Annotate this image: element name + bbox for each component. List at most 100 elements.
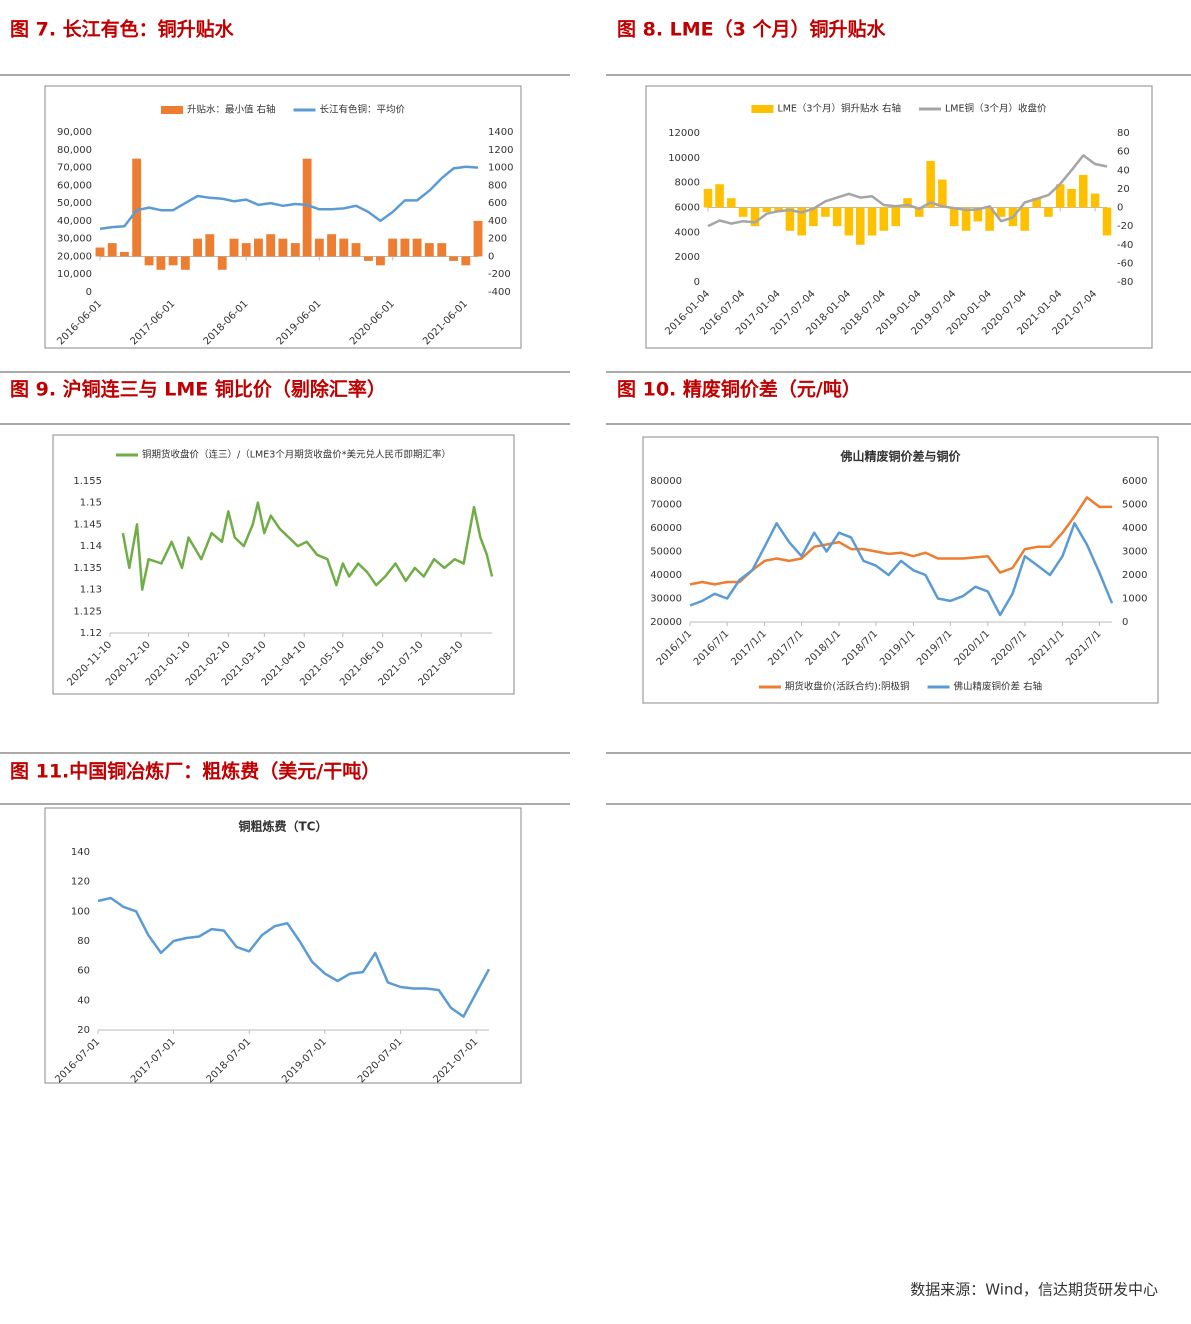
- legend-label: 佛山精废铜价差 右轴: [954, 681, 1043, 693]
- y2-tick-label: 1200: [488, 145, 513, 156]
- y-tick-label: 50000: [650, 547, 682, 558]
- bar: [961, 207, 971, 231]
- bar: [1055, 184, 1065, 208]
- y-tick-label: 80000: [650, 476, 682, 487]
- legend: 铜期货收盘价（连三）/（LME3个月期货收盘价*美元兑人民币即期汇率）: [116, 449, 451, 461]
- y-tick-label: 12000: [668, 128, 700, 139]
- bar: [205, 234, 215, 257]
- bar: [938, 179, 947, 208]
- bar: [302, 158, 312, 257]
- y-tick-label: 100: [71, 906, 90, 917]
- bar: [762, 207, 772, 213]
- y2-tick-label: 600: [488, 198, 507, 209]
- y2-tick-label: -40: [1117, 240, 1133, 251]
- y-tick-label: 1.14: [80, 541, 102, 552]
- bar: [388, 238, 398, 257]
- bar: [180, 256, 190, 270]
- y-tick-label: 0: [86, 287, 92, 298]
- y2-tick-label: 0: [1122, 617, 1128, 628]
- bar: [1067, 188, 1076, 208]
- source-note: 数据来源：Wind，信达期货研发中心: [910, 1281, 1158, 1299]
- y-tick-label: 140: [71, 847, 90, 858]
- figure-heading: 图 11.中国铜冶炼厂：粗炼费（美元/干吨）: [10, 760, 380, 783]
- bar: [363, 256, 373, 261]
- y2-tick-label: -60: [1117, 258, 1133, 269]
- bar: [144, 256, 154, 266]
- y-tick-label: 1.145: [73, 519, 102, 530]
- y-tick-label: 30000: [650, 594, 682, 605]
- bar: [715, 184, 724, 208]
- y-tick-label: 80: [77, 936, 90, 947]
- bar: [996, 207, 1006, 217]
- y-tick-label: 40: [77, 995, 90, 1006]
- bar: [290, 243, 300, 257]
- y2-tick-label: 800: [488, 180, 507, 191]
- bar: [229, 238, 239, 257]
- figure-heading: 图 7. 长江有色：铜升贴水: [10, 18, 235, 41]
- y2-tick-label: -80: [1117, 277, 1133, 288]
- bar: [1020, 207, 1029, 231]
- bar: [797, 207, 806, 236]
- legend-label: 长江有色铜：平均价: [320, 104, 406, 116]
- y-tick-label: 70000: [650, 500, 682, 511]
- y2-tick-label: 4000: [1122, 523, 1147, 534]
- y2-tick-label: 80: [1117, 128, 1130, 139]
- bar: [1044, 207, 1053, 217]
- bar: [903, 198, 912, 208]
- y-tick-label: 8000: [675, 178, 700, 189]
- bar: [132, 158, 142, 257]
- y-tick-label: 60: [77, 966, 90, 977]
- y-tick-label: 80,000: [57, 145, 92, 156]
- bar: [727, 198, 736, 208]
- line: [689, 522, 1114, 617]
- y2-tick-label: 5000: [1122, 500, 1147, 511]
- chart-title: 佛山精废铜价差与铜价: [839, 449, 961, 464]
- line: [97, 896, 491, 1018]
- y-tick-label: 6000: [675, 203, 700, 214]
- y2-tick-label: 1000: [488, 163, 513, 174]
- bar: [376, 256, 385, 266]
- bar: [973, 207, 983, 222]
- y-tick-label: 20000: [650, 617, 682, 628]
- line: [689, 496, 1112, 586]
- y-tick-label: 90,000: [57, 127, 92, 138]
- y2-tick-label: 2000: [1122, 570, 1147, 581]
- bar: [926, 160, 935, 208]
- bar: [867, 207, 877, 236]
- y-tick-label: 2000: [675, 252, 700, 263]
- bar: [193, 238, 202, 257]
- bar: [217, 256, 227, 270]
- legend-label: 铜期货收盘价（连三）/（LME3个月期货收盘价*美元兑人民币即期汇率）: [142, 449, 451, 461]
- bar: [1079, 174, 1088, 208]
- y2-tick-label: 400: [488, 216, 507, 227]
- y2-tick-label: 0: [488, 251, 494, 262]
- bar: [738, 207, 748, 217]
- bar: [339, 238, 349, 257]
- bar: [985, 207, 994, 231]
- bar: [95, 247, 105, 257]
- legend: LME（3个月）铜升贴水 右轴 LME铜（3个月）收盘价: [751, 103, 1047, 115]
- bar: [449, 256, 458, 261]
- y2-tick-label: 20: [1117, 184, 1130, 195]
- bar: [785, 207, 795, 231]
- legend-label: 期货收盘价(活跃合约):阴极铜: [785, 681, 910, 693]
- bar: [1032, 198, 1041, 208]
- legend: 期货收盘价(活跃合约):阴极铜 佛山精废铜价差 右轴: [758, 681, 1043, 693]
- bar: [750, 207, 760, 227]
- legend-swatch: [160, 106, 183, 114]
- bar: [844, 207, 854, 236]
- y-tick-label: 120: [71, 877, 90, 888]
- bar: [774, 207, 783, 213]
- chart-title: 铜粗炼费（TC）: [239, 819, 328, 834]
- y-tick-label: 30,000: [57, 234, 92, 245]
- y2-tick-label: 1400: [488, 127, 513, 138]
- figure-heading: 图 9. 沪铜连三与 LME 铜比价（剔除汇率）: [10, 378, 386, 401]
- y-tick-label: 1.13: [80, 585, 102, 596]
- bar: [703, 188, 713, 208]
- y-tick-label: 20,000: [57, 251, 92, 262]
- bar: [914, 207, 924, 217]
- bar: [254, 238, 263, 257]
- bar: [461, 256, 471, 266]
